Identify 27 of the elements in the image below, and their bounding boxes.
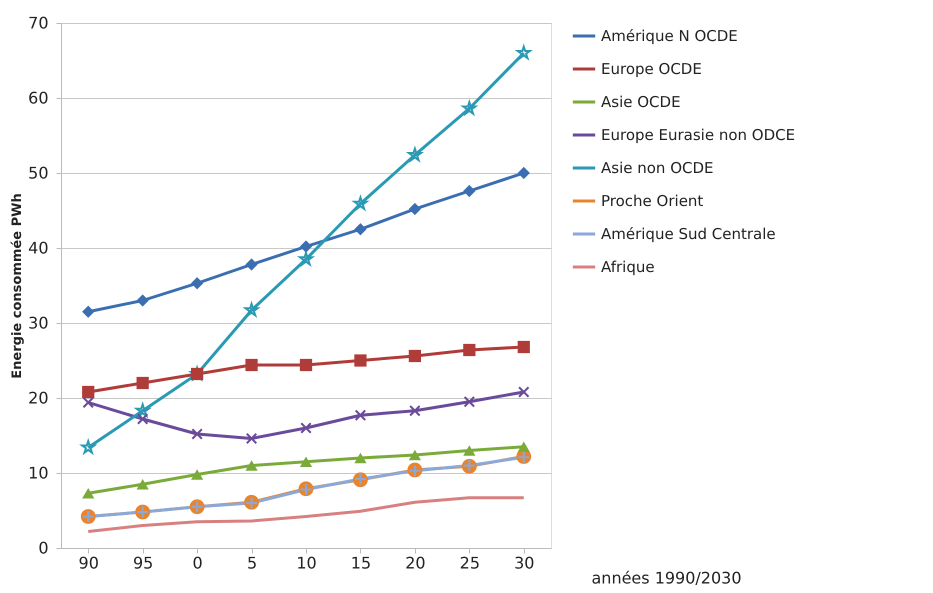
x-tick-label: 20: [405, 554, 426, 572]
x-tick-label: 0: [192, 554, 203, 572]
x-tick-label: 10: [296, 554, 317, 572]
x-tick-label: 30: [514, 554, 534, 572]
x-tick-label: 25: [460, 554, 480, 572]
legend-label: Europe OCDE: [601, 60, 702, 78]
legend-label: Asie non OCDE: [601, 159, 714, 177]
y-tick-label: 10: [28, 464, 48, 482]
y-tick-label: 50: [28, 164, 48, 182]
y-tick-label: 40: [28, 238, 48, 258]
y-tick-label: 20: [28, 388, 48, 408]
legend-label: Amérique N OCDE: [601, 27, 738, 45]
legend-label: Europe Eurasie non ODCE: [601, 126, 796, 144]
x-tick-label: 15: [350, 554, 372, 572]
y-tick-label: 60: [28, 88, 48, 108]
legend-label: Asie OCDE: [601, 93, 681, 111]
x-tick-label: 5: [246, 554, 258, 572]
y-tick-label: 30: [28, 314, 48, 332]
legend-label: Proche Orient: [601, 192, 704, 210]
legend-label: Afrique: [601, 258, 655, 276]
x-tick-label: 95: [132, 554, 154, 572]
y-tick-label: 0: [38, 538, 48, 558]
legend-label: Amérique Sud Centrale: [601, 225, 776, 243]
y-axis-title: Energie consommée PWh: [10, 193, 26, 379]
y-tick-label: 70: [28, 14, 48, 32]
x-axis-title: années 1990/2030: [592, 568, 742, 588]
x-tick-label: 90: [78, 554, 99, 572]
